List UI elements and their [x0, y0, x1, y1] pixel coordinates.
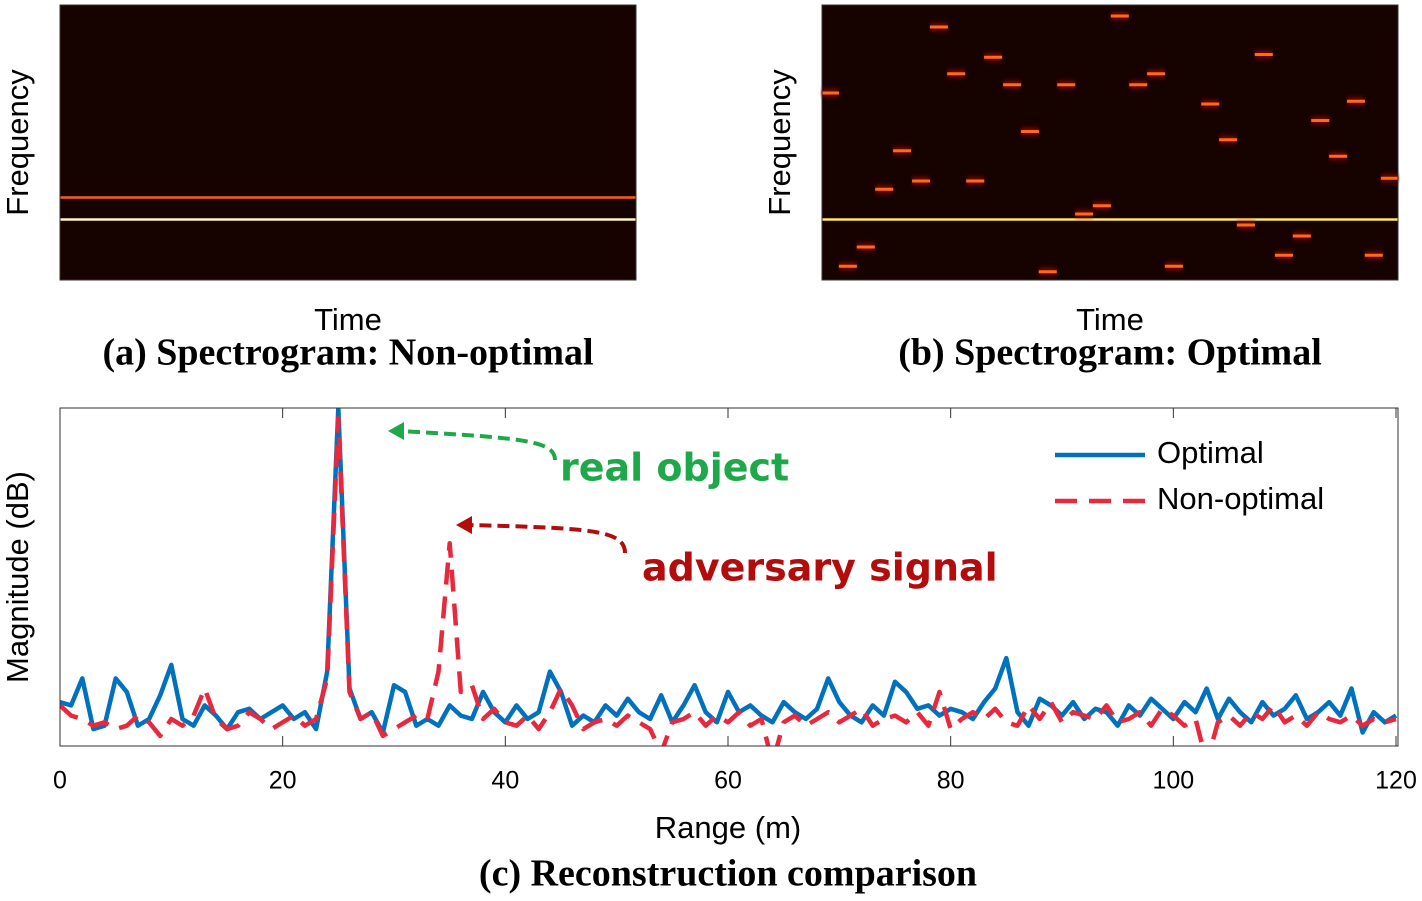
y-axis-label: Frequency	[0, 69, 35, 216]
tone-segment	[1274, 253, 1293, 257]
tone-segment	[1092, 204, 1111, 208]
axes-frame	[59, 4, 637, 281]
plot-area	[60, 408, 1398, 746]
panel-caption: (a) Spectrogram: Non-optimal	[102, 332, 593, 374]
tone-segment	[984, 55, 1003, 59]
x-tick-label: 40	[491, 767, 519, 795]
tone-segment	[1364, 253, 1383, 257]
tone-segment	[1219, 138, 1238, 142]
x-tick-label: 20	[269, 767, 297, 795]
tone-segment	[1164, 264, 1183, 268]
tone-segment	[875, 187, 894, 191]
x-axis-label: Time	[314, 302, 382, 337]
tone-segment	[1292, 234, 1311, 238]
tone-segment	[929, 25, 948, 29]
tone-segment	[1236, 223, 1255, 227]
spectrogram-background	[822, 5, 1398, 280]
tone-segment	[1380, 176, 1399, 180]
tone-segment	[966, 179, 985, 183]
tone-segment	[1110, 14, 1129, 18]
tone-segment	[1329, 154, 1348, 158]
tone-segment	[821, 91, 840, 95]
axes-frame	[59, 407, 1399, 747]
legend-label: Optimal	[1157, 435, 1264, 470]
tone-segment	[893, 149, 912, 153]
y-axis-label: Magnitude (dB)	[0, 471, 35, 683]
tone-segment	[856, 245, 875, 249]
spectrogram-background	[60, 5, 636, 280]
x-tick-label: 60	[714, 767, 742, 795]
tone-segment	[912, 179, 931, 183]
legend-label: Non-optimal	[1157, 481, 1324, 516]
x-tick-label: 80	[937, 767, 965, 795]
tone-segment	[1201, 102, 1220, 106]
tone-segment	[1020, 130, 1039, 133]
axes-frame	[821, 4, 1399, 281]
tone-segment	[947, 72, 966, 76]
x-tick-label: 120	[1375, 767, 1417, 795]
tone-segment	[1346, 99, 1365, 103]
tone-segment	[1075, 212, 1094, 216]
tone-segment	[1129, 83, 1148, 87]
tone-segment	[1254, 53, 1273, 56]
series-line	[60, 415, 1397, 746]
panel-caption: (c) Reconstruction comparison	[479, 853, 977, 895]
annotation-arrow	[399, 429, 557, 461]
tone-segment	[1147, 72, 1166, 76]
series-line	[60, 408, 1398, 735]
tone-segment	[1057, 83, 1076, 87]
annotation-arrowhead	[388, 422, 404, 440]
panel-caption: (b) Spectrogram: Optimal	[898, 332, 1322, 374]
annotation-arrowhead	[456, 516, 472, 534]
tone-segment	[838, 264, 857, 268]
tone-segment	[1003, 83, 1022, 87]
annotation-text: real object	[560, 446, 789, 490]
tone-segment	[1311, 119, 1330, 122]
x-tick-label: 100	[1152, 767, 1194, 795]
y-axis-label: Frequency	[762, 69, 797, 216]
annotation-arrow	[467, 523, 627, 554]
x-axis-label: Time	[1076, 302, 1144, 337]
x-axis-label: Range (m)	[655, 810, 801, 845]
tone-segment	[1038, 270, 1057, 274]
x-tick-label: 0	[53, 767, 67, 795]
annotation-text: adversary signal	[642, 546, 998, 590]
